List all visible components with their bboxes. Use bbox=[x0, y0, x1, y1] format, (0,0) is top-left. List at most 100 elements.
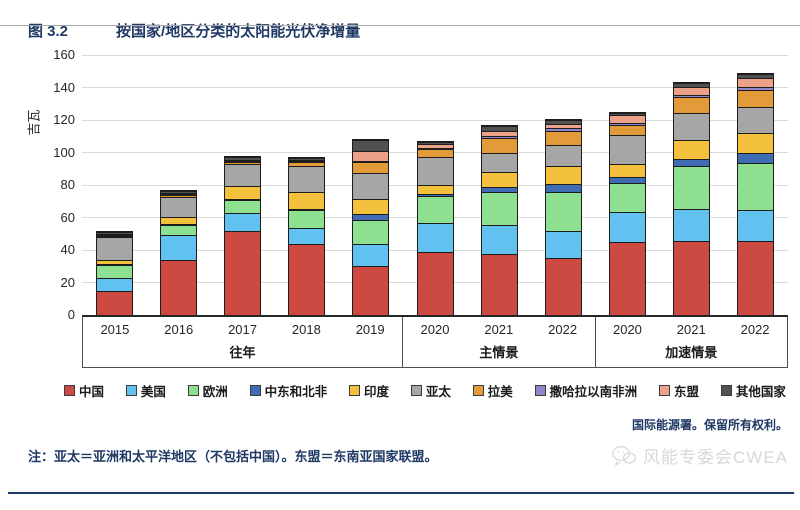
bar-segment bbox=[289, 228, 325, 244]
bar-segment bbox=[545, 145, 581, 166]
y-tick-label: 20 bbox=[60, 274, 75, 290]
plot-area bbox=[82, 54, 788, 317]
bar-segment bbox=[417, 141, 453, 145]
bar-slot bbox=[275, 55, 339, 315]
bar-segment bbox=[224, 164, 260, 186]
bar-segment bbox=[353, 140, 389, 151]
x-tick-label: 2017 bbox=[228, 322, 257, 337]
bar-segment bbox=[481, 136, 517, 138]
legend-item: 亚太 bbox=[410, 381, 451, 400]
bar-segment bbox=[738, 107, 774, 133]
x-axis-group: 2020 2021 2022 加速情景 bbox=[594, 317, 787, 367]
chart: 吉瓦 0 20 40 60 80 100 120 140 160 2015 2016 2017 201… bbox=[0, 48, 800, 400]
legend-item: 欧洲 bbox=[187, 381, 228, 400]
bar-segment bbox=[353, 150, 389, 162]
bar-segment bbox=[160, 190, 196, 194]
bar-segment bbox=[353, 161, 389, 163]
legend-swatch-icon bbox=[472, 385, 484, 396]
legend-swatch-icon bbox=[410, 385, 422, 396]
x-axis-group-label: 主情景 bbox=[479, 345, 519, 360]
bar-segment bbox=[610, 182, 646, 212]
y-axis-title: 吉瓦 bbox=[26, 109, 42, 136]
bar-segment bbox=[96, 232, 132, 234]
bar-segment bbox=[674, 208, 710, 242]
legend-swatch-icon bbox=[249, 385, 261, 396]
bar-slot bbox=[660, 55, 724, 315]
y-tick-label: 120 bbox=[53, 112, 75, 127]
bar-segment bbox=[96, 236, 132, 261]
bar-segment bbox=[353, 219, 389, 244]
bar-segment bbox=[674, 86, 710, 95]
bar-segment bbox=[545, 165, 581, 185]
y-tick-label: 60 bbox=[60, 209, 75, 225]
bar-segment bbox=[610, 163, 646, 177]
bar-segment bbox=[224, 185, 260, 199]
bar-segment bbox=[481, 137, 517, 153]
bar-segment bbox=[417, 148, 453, 150]
bar-segment bbox=[545, 230, 581, 259]
bar-segment bbox=[417, 185, 453, 194]
y-tick-label: 80 bbox=[60, 177, 75, 192]
y-tick-label: 0 bbox=[67, 307, 75, 322]
bar-segment bbox=[353, 266, 389, 315]
bar-segment bbox=[738, 241, 774, 315]
bar-segment bbox=[738, 133, 774, 153]
bar-slot bbox=[403, 55, 467, 315]
legend-swatch-icon bbox=[64, 385, 75, 396]
x-tick-label: 2021 bbox=[676, 322, 706, 337]
bar-segment bbox=[417, 193, 453, 196]
bar-segment bbox=[481, 254, 517, 315]
bar-segment bbox=[353, 198, 389, 215]
bar-slot bbox=[82, 55, 146, 315]
bar-segment bbox=[545, 130, 581, 146]
legend-item: 印度 bbox=[349, 381, 389, 400]
bar-segment bbox=[289, 166, 325, 192]
bar-segment bbox=[353, 162, 389, 173]
bar-segment bbox=[96, 233, 132, 235]
bar-segment bbox=[674, 83, 710, 87]
bar-segment bbox=[417, 195, 453, 224]
bar-segment bbox=[289, 161, 325, 163]
x-axis-group-label: 往年 bbox=[229, 345, 256, 360]
legend-item: 美国 bbox=[125, 381, 166, 400]
legend-label: 中东和北非 bbox=[264, 385, 328, 399]
bar-group bbox=[403, 55, 596, 315]
bar-segment bbox=[610, 135, 646, 164]
legend-item: 中东和北非 bbox=[249, 381, 328, 400]
x-axis-years-row: 2020 2021 2022 bbox=[403, 317, 594, 339]
page-title: 按国家/地区分类的太阳能光伏净增量 bbox=[116, 23, 361, 40]
bar-segment bbox=[417, 149, 453, 158]
bar-segment bbox=[96, 264, 132, 279]
gridline bbox=[82, 54, 788, 56]
bar-segment bbox=[96, 290, 132, 315]
x-tick-label: 2020 bbox=[612, 322, 642, 337]
bar-slot bbox=[531, 55, 595, 315]
bar-segment bbox=[353, 243, 389, 267]
footnote: 注：亚太＝亚洲和太平洋地区（不包括中国）。东盟＝东南亚国家联盟。 bbox=[28, 449, 438, 464]
bar-segment bbox=[96, 263, 132, 265]
y-axis: 0 20 40 60 80 100 120 140 160 bbox=[44, 48, 82, 322]
bar-segment bbox=[417, 144, 453, 149]
stacked-bar bbox=[288, 156, 326, 315]
top-divider bbox=[0, 25, 800, 26]
stacked-bar bbox=[159, 189, 197, 315]
bar-segment bbox=[610, 123, 646, 125]
bar-segment bbox=[224, 161, 260, 165]
bar-segment bbox=[224, 213, 260, 231]
bar-segment bbox=[674, 139, 710, 159]
legend-label: 中国 bbox=[79, 385, 105, 399]
bar-segment bbox=[160, 195, 196, 197]
bar-segment bbox=[160, 259, 196, 315]
bar-slot bbox=[467, 55, 531, 315]
bar-segment bbox=[224, 199, 260, 214]
source-credit: 国际能源署。保留所有权利。 bbox=[631, 418, 788, 432]
bar-segment bbox=[481, 125, 517, 131]
bar-segment bbox=[545, 124, 581, 129]
bar-segment bbox=[224, 159, 260, 161]
bar-segment bbox=[96, 278, 132, 291]
bar-segment bbox=[289, 162, 325, 167]
legend-item: 拉美 bbox=[472, 381, 513, 400]
x-tick-label: 2022 bbox=[740, 322, 770, 337]
bar-segment bbox=[224, 157, 260, 160]
bar-group bbox=[595, 55, 788, 315]
